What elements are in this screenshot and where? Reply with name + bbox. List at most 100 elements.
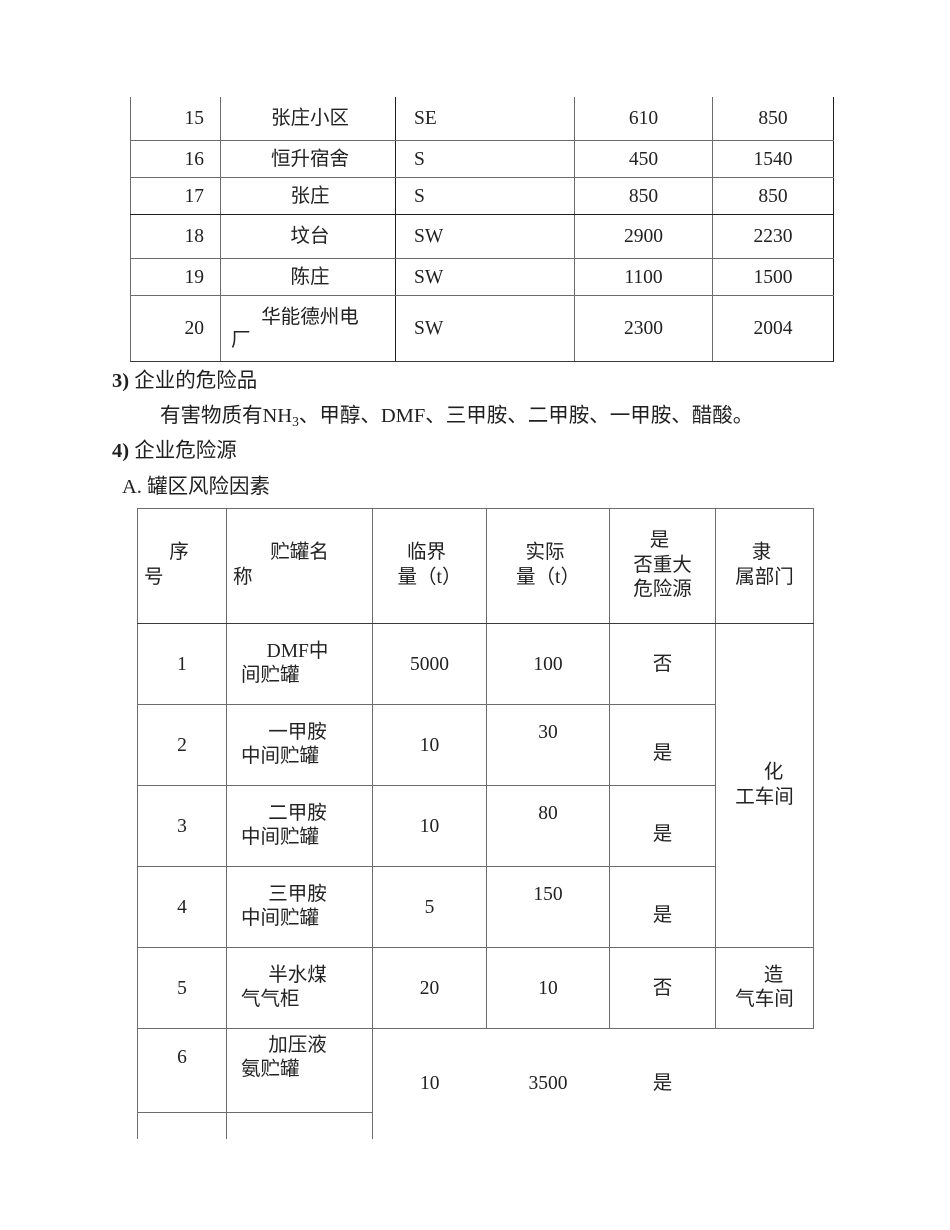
cell-critical-4: 5: [372, 866, 487, 948]
paragraph-hazardous-materials: 有害物质有NH3、甲醇、DMF、三甲胺、二甲胺、一甲胺、醋酸。: [160, 406, 753, 428]
header-tank-name: 贮罐名 称: [226, 508, 373, 624]
heading-hazardous-materials-text: 企业的危险品: [134, 370, 258, 392]
heading-hazardous-materials: 3) 企业的危险品: [112, 371, 257, 392]
table-row: 15 张庄小区 SE 610 850: [130, 97, 834, 141]
cell-name-15: 张庄小区: [220, 97, 396, 141]
heading-hazard-sources: 4) 企业危险源: [112, 441, 237, 462]
cell-serial-16: 16: [130, 140, 221, 178]
cell-clipped-serial: [137, 1112, 227, 1139]
table-row: 20 华能德州电 厂 SW 2300 2004: [130, 295, 834, 362]
cell-distance-19: 1100: [574, 258, 713, 296]
table-row: 16 恒升宿舍 S 450 1540: [130, 140, 834, 178]
cell-direction-18: SW: [395, 214, 575, 259]
cell-major-6-value: 是: [652, 1073, 673, 1095]
cell-department-gas-line1: 造: [763, 964, 784, 986]
table-row: 19 陈庄 SW 1100 1500: [130, 258, 834, 296]
cell-critical-6: 10: [373, 1029, 487, 1113]
list-marker-4: 4): [112, 440, 130, 462]
header-department-line2: 属部门: [735, 567, 794, 588]
table-surrounding-receptors: 15 张庄小区 SE 610 850 16 恒升宿舍 S 450 1540 17…: [130, 97, 834, 362]
cell-actual-5: 10: [486, 947, 610, 1029]
cell-actual-2-value: 30: [538, 721, 558, 743]
cell-distance-17: 850: [574, 177, 713, 215]
cell-actual-6-value: 3500: [528, 1073, 568, 1095]
header-critical-line1: 临界: [406, 542, 446, 564]
header-actual-quantity: 实际 量（t）: [486, 508, 610, 624]
cell-tank-name-3-line1: 二甲胺: [268, 803, 327, 825]
cell-tank-name-4-line1: 三甲胺: [268, 884, 327, 906]
cell-direction-16: S: [395, 140, 575, 178]
cell-critical-6-value: 10: [420, 1073, 440, 1095]
cell-clipped-name: [226, 1112, 373, 1139]
cell-critical-2: 10: [372, 704, 487, 786]
cell-major-2: 是: [609, 704, 716, 786]
cell-tank-name-4-line2: 中间贮罐: [241, 908, 320, 929]
cell-tank-name-4: 三甲胺 中间贮罐: [226, 866, 373, 948]
cell-direction-20: SW: [395, 295, 575, 362]
cell-critical-5: 20: [372, 947, 487, 1029]
header-tank-name-line2: 称: [233, 567, 253, 588]
cell-population-15: 850: [712, 97, 834, 141]
cell-department-6: [716, 1029, 814, 1113]
cell-tank-name-5-line1: 半水煤: [268, 965, 327, 987]
cell-serial-18: 18: [130, 214, 221, 259]
header-critical-line2: 量（t）: [397, 567, 462, 588]
cell-actual-3-value: 80: [538, 802, 558, 824]
heading-hazard-sources-text: 企业危险源: [134, 440, 237, 462]
cell-tank-serial-1: 1: [137, 623, 227, 705]
cell-serial-17: 17: [130, 177, 221, 215]
cell-name-16: 恒升宿舍: [220, 140, 396, 178]
cell-tank-serial-6-value: 6: [177, 1047, 187, 1068]
cell-tank-serial-5: 5: [137, 947, 227, 1029]
cell-tank-name-2-line2: 中间贮罐: [241, 746, 320, 767]
cell-major-3: 是: [609, 785, 716, 867]
cell-major-4: 是: [609, 866, 716, 948]
cell-tank-name-2: 一甲胺 中间贮罐: [226, 704, 373, 786]
cell-actual-1: 100: [486, 623, 610, 705]
cell-clipped-actual: [487, 1113, 610, 1140]
cell-name-19: 陈庄: [220, 258, 396, 296]
cell-serial-15: 15: [130, 97, 221, 141]
table-tank-risk-factors: 序 号 贮罐名 称 临界 量（t）: [137, 508, 814, 1139]
cell-critical-3: 10: [372, 785, 487, 867]
cell-major-3-value: 是: [652, 823, 673, 845]
cell-distance-15: 610: [574, 97, 713, 141]
cell-direction-17: S: [395, 177, 575, 215]
cell-name-20-line1: 华能德州电: [261, 306, 359, 328]
cell-tank-serial-2: 2: [137, 704, 227, 786]
hazmat-body-suffix: 、甲醇、DMF、三甲胺、二甲胺、一甲胺、醋酸。: [298, 405, 754, 427]
cell-tank-serial-4: 4: [137, 866, 227, 948]
cell-population-18: 2230: [712, 214, 834, 259]
table-header-row: 序 号 贮罐名 称 临界 量（t）: [137, 508, 814, 624]
cell-actual-2: 30: [486, 704, 610, 786]
table-row: 4 三甲胺 中间贮罐 5 150 是: [137, 866, 814, 948]
cell-department-chemical-line2: 工车间: [735, 786, 794, 808]
header-critical-quantity: 临界 量（t）: [372, 508, 487, 624]
cell-major-6: 是: [610, 1029, 716, 1113]
cell-name-20-line2: 厂: [231, 329, 251, 351]
cell-clipped-department: [716, 1113, 814, 1140]
cell-department-gas-workshop: 造 气车间: [715, 947, 814, 1029]
header-department-line1: 隶: [751, 542, 772, 564]
cell-critical-1: 5000: [372, 623, 487, 705]
cell-major-4-value: 是: [652, 904, 673, 926]
table-row: 5 半水煤 气气柜 20 10 否 造 气车间: [137, 947, 814, 1029]
cell-serial-19: 19: [130, 258, 221, 296]
cell-major-2-value: 是: [652, 742, 673, 764]
cell-name-20: 华能德州电 厂: [220, 295, 396, 362]
cell-distance-20: 2300: [574, 295, 713, 362]
cell-tank-name-3-line2: 中间贮罐: [241, 827, 320, 848]
cell-tank-name-6: 加压液 氨贮罐: [226, 1028, 373, 1113]
table-row: 6 加压液 氨贮罐 10 3500 是: [137, 1028, 814, 1113]
table-row: 3 二甲胺 中间贮罐 10 80 是: [137, 785, 814, 867]
header-tank-name-line1: 贮罐名: [270, 542, 329, 564]
cell-department-chemical-line1: 化: [763, 762, 784, 784]
cell-major-5: 否: [609, 947, 716, 1029]
cell-tank-name-5-line2: 气气柜: [241, 989, 300, 1010]
cell-tank-serial-6: 6: [137, 1028, 227, 1113]
cell-distance-18: 2900: [574, 214, 713, 259]
header-serial-line1: 序: [169, 542, 189, 564]
table-row: 1 DMF中 间贮罐 5000 100 否 化 工车间: [137, 623, 814, 948]
cell-actual-4: 150: [486, 866, 610, 948]
cell-tank-name-3: 二甲胺 中间贮罐: [226, 785, 373, 867]
